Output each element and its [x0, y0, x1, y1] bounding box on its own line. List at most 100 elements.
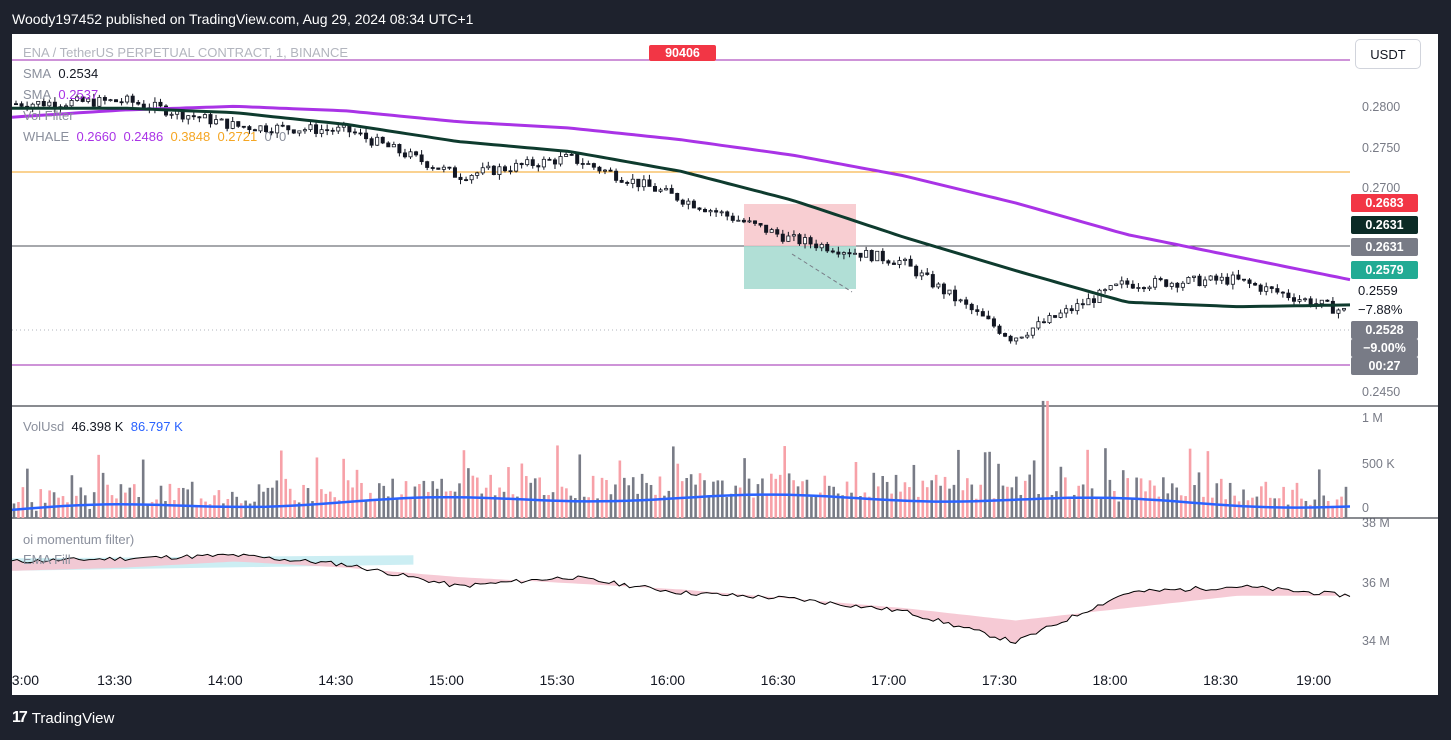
indicator-vol-filter[interactable]: Vol Filter: [23, 108, 74, 123]
candle-body: [1169, 282, 1174, 287]
candle-body: [297, 130, 302, 134]
volume-bar: [770, 473, 773, 518]
volume-bar: [346, 480, 350, 518]
volume-bar: [489, 474, 492, 518]
volume-bar: [734, 485, 737, 518]
volume-bar: [204, 501, 207, 518]
volume-bar: [845, 481, 849, 518]
volume-bar: [551, 492, 555, 518]
candle-body: [1036, 321, 1041, 329]
candle-body: [725, 211, 730, 217]
volume-bar: [623, 477, 626, 518]
volume-bar: [1242, 489, 1245, 518]
volume-bar: [761, 478, 764, 518]
volume-bar: [1104, 448, 1107, 518]
volume-bar: [168, 483, 172, 518]
candle-body: [602, 169, 607, 172]
candle-body: [953, 289, 958, 302]
candle-body: [136, 101, 141, 105]
volume-bar: [458, 483, 461, 518]
volume-bar: [97, 454, 100, 518]
volume-bar: [79, 487, 83, 518]
volume-bar: [1260, 486, 1263, 518]
volume-axis-label: 0: [1362, 501, 1369, 515]
volume-bar: [1162, 477, 1165, 518]
volume-bar: [1019, 494, 1023, 518]
volume-bar: [1211, 497, 1214, 518]
volume-bar: [863, 492, 867, 518]
volume-bar: [1304, 500, 1308, 518]
candle-body: [69, 100, 74, 107]
candle-body: [919, 272, 924, 277]
volume-bar: [796, 486, 800, 518]
candle-body: [541, 158, 546, 168]
volume-bar: [1086, 449, 1089, 518]
candle-body: [1197, 275, 1202, 287]
volume-bar: [1081, 484, 1085, 518]
volume-bar: [493, 495, 497, 518]
candle-body: [141, 103, 146, 109]
volume-bar: [1166, 493, 1170, 518]
volume-bar: [119, 484, 123, 518]
oi-legend[interactable]: oi momentum filter): [23, 532, 135, 547]
volume-bar: [943, 476, 947, 518]
volume-bar: [333, 497, 337, 518]
candle-body: [1130, 283, 1135, 289]
candle-body: [1125, 280, 1130, 285]
volume-bar: [57, 497, 60, 518]
volume-bar: [181, 487, 185, 518]
volume-bar: [810, 496, 813, 518]
currency-button[interactable]: USDT: [1355, 39, 1421, 69]
volume-bar: [337, 499, 341, 518]
volume-bar: [605, 480, 608, 518]
candle-body: [1136, 287, 1141, 289]
candle-body: [1219, 276, 1224, 281]
volume-bar: [778, 474, 782, 518]
oi-legend-sub[interactable]: EMA Fill: [23, 552, 71, 567]
candle-body: [280, 124, 285, 127]
candle-body: [247, 126, 252, 131]
chart-frame[interactable]: 13:00 13:30 14:00 14:30 15:00 15:30 16:00 16:30…: [12, 34, 1438, 695]
volume-bar: [244, 500, 247, 518]
trade-path-line: [791, 253, 853, 293]
volume-bar: [983, 452, 987, 518]
volume-bar: [1077, 485, 1081, 518]
time-axis-label: 17:00: [871, 672, 906, 688]
candle-body: [1086, 298, 1091, 306]
volume-bar: [917, 496, 920, 518]
candle-body: [1014, 337, 1019, 342]
volume-bar: [39, 489, 43, 518]
time-axis-label: 13:30: [97, 672, 132, 688]
candle-body: [791, 234, 796, 237]
volume-bar: [591, 475, 595, 518]
candle-body: [314, 124, 319, 134]
volume-bar: [841, 495, 844, 518]
candle-body: [925, 272, 930, 275]
volume-bar: [1068, 497, 1072, 518]
chart-canvas[interactable]: 13:00 13:30 14:00 14:30 15:00 15:30 16:00 16:30…: [12, 34, 1438, 695]
volume-bar: [52, 492, 56, 518]
candle-body: [364, 132, 369, 140]
candle-body: [75, 96, 80, 101]
indicator-sma-1[interactable]: SMA 0.2534: [23, 66, 99, 81]
volume-bar: [1059, 466, 1063, 518]
volume-bar: [756, 484, 760, 518]
brand-footer[interactable]: 17 TradingView: [12, 709, 114, 727]
indicator-sma-2[interactable]: SMA 0.2537: [23, 87, 99, 102]
volume-bar: [1317, 469, 1321, 518]
candle-body: [230, 121, 235, 129]
volume-bar: [930, 480, 933, 518]
volume-bar: [738, 487, 742, 518]
volume-legend[interactable]: VolUsd 46.398 K 86.797 K: [23, 419, 183, 434]
price-badge-countdown: 00:27: [1351, 357, 1418, 375]
candle-body: [564, 153, 569, 157]
volume-bar: [34, 510, 38, 518]
candle-body: [19, 103, 24, 107]
candle-body: [841, 252, 846, 255]
candle-body: [1269, 286, 1274, 289]
candle-body: [730, 215, 735, 221]
indicator-whale[interactable]: WHALE 0.2660 0.2486 0.3848 0.2721 0 0: [23, 129, 287, 144]
volume-bar: [1224, 499, 1228, 518]
volume-bar: [1006, 486, 1009, 518]
candle-body: [1025, 334, 1030, 338]
